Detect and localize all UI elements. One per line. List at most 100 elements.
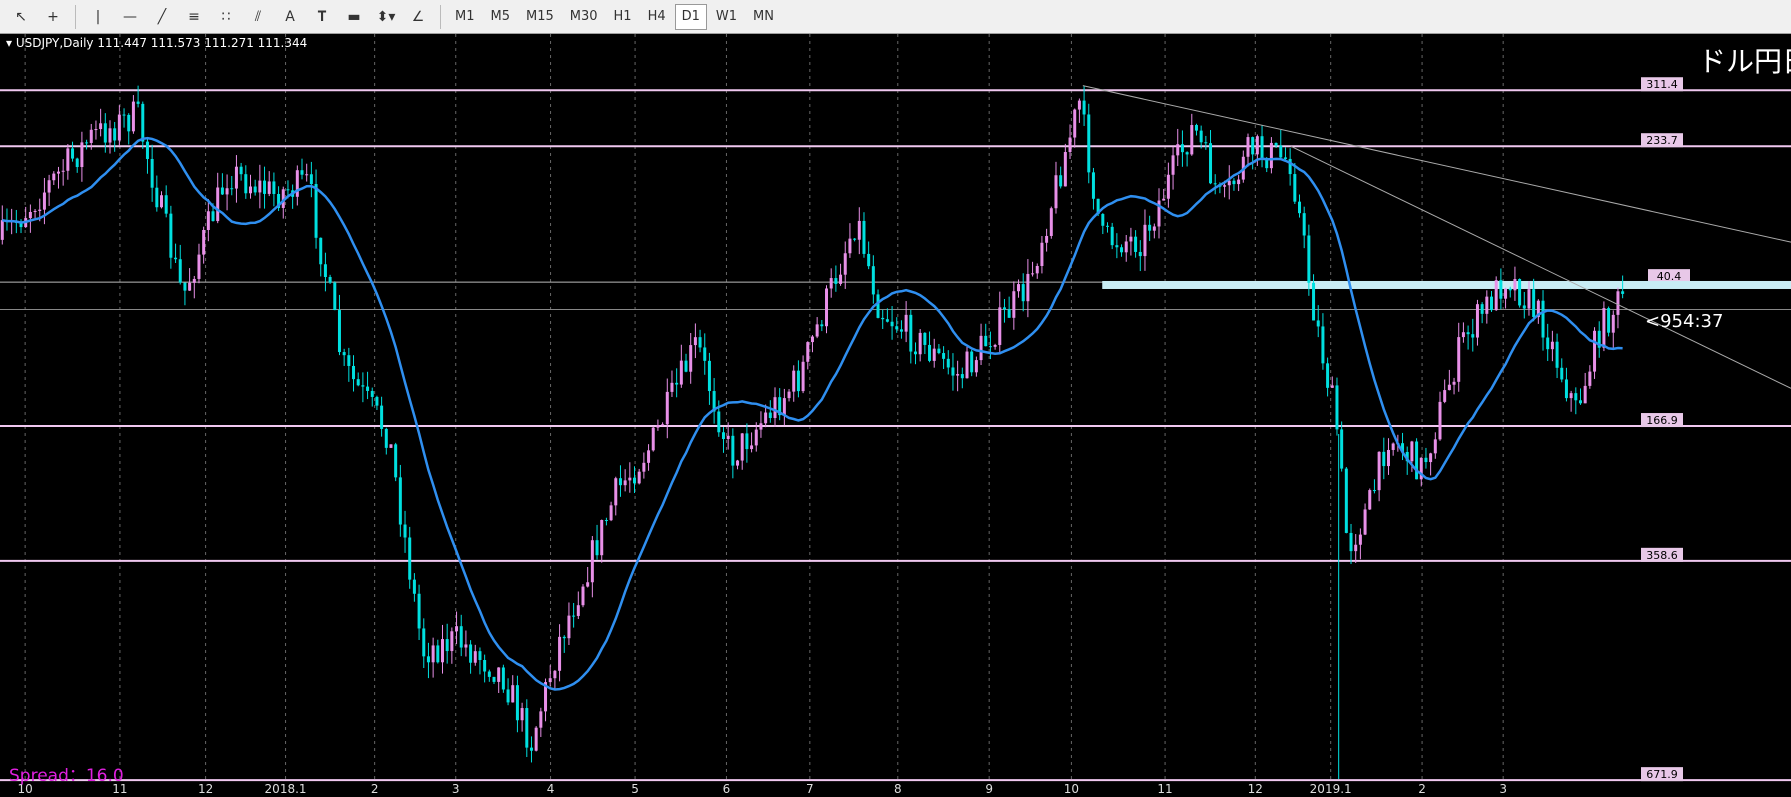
fibo-tool[interactable]: ∷ (221, 8, 231, 25)
channel-tool[interactable]: ≡ (188, 8, 200, 25)
candle-body (693, 337, 697, 346)
candle-body (1312, 282, 1316, 321)
candle-body (534, 727, 538, 751)
candle-body (487, 671, 491, 677)
candle-body (1354, 544, 1358, 552)
timeframe-button[interactable]: W1 (715, 9, 738, 24)
moving-average (2, 136, 1623, 691)
candle-body (651, 427, 655, 451)
candle-body (1578, 400, 1582, 404)
timeframe-button[interactable]: M1 (455, 9, 475, 24)
level-label: 40.4 (1657, 270, 1682, 283)
candle-body (736, 460, 740, 466)
candle-body (1115, 245, 1119, 248)
candle-body (839, 274, 843, 284)
candle-body (796, 370, 800, 392)
date-label: 2019.1 (1310, 782, 1352, 796)
candle-body (286, 189, 290, 191)
trendline-tool[interactable]: ╱ (157, 8, 167, 25)
candle-body (810, 336, 814, 343)
candle-body (721, 432, 725, 440)
text-tool[interactable]: A (285, 8, 295, 25)
chart-background (0, 34, 1791, 797)
candle-body (216, 187, 220, 222)
candle-body (1157, 200, 1161, 227)
candle-body (478, 651, 482, 660)
candle-body (754, 429, 758, 446)
candle-body (604, 520, 608, 522)
timeframe-button[interactable]: M5 (490, 9, 511, 24)
timeframe-button[interactable]: D1 (674, 3, 707, 30)
candle-body (1162, 198, 1166, 201)
candle-body (464, 644, 468, 648)
crosshair-tool[interactable]: + (47, 8, 59, 25)
candle-body (1143, 224, 1147, 257)
candle-body (1096, 198, 1100, 215)
candle-body (637, 471, 641, 484)
candle-body (337, 310, 341, 353)
timeframe-button[interactable]: H1 (613, 9, 632, 24)
candle-body (136, 101, 140, 104)
candle-body (1176, 144, 1180, 156)
fan-tool[interactable]: ⫽ (254, 8, 262, 25)
angle-tool[interactable]: ∠ (411, 8, 425, 25)
cursor-tool[interactable]: ↖ (15, 8, 27, 25)
candle-body (862, 220, 866, 254)
candle-body (225, 188, 229, 195)
candle-body (1129, 236, 1133, 242)
candle-body (305, 174, 309, 176)
candle-body (1560, 367, 1564, 380)
timeframe-button[interactable]: MN (753, 9, 774, 24)
vline-tool[interactable]: | (95, 8, 101, 25)
date-label: 12 (1248, 782, 1263, 796)
timeframe-button[interactable]: M30 (569, 9, 598, 24)
candle-body (1433, 439, 1437, 454)
candle-body (707, 360, 711, 392)
candle-body (1475, 304, 1479, 338)
trend-line (1082, 85, 1791, 243)
candle-body (825, 288, 829, 327)
candle-body (1569, 393, 1573, 399)
chart: 10 11 12 2018.1 2 3 4 5 6 7 8 9 10 11 12 2019.1 2 3 311.4 2… (0, 34, 1791, 797)
candle-body (562, 636, 566, 639)
candle-body (1321, 326, 1325, 364)
level-label: 166.9 (1646, 414, 1678, 427)
candle-body (28, 211, 32, 219)
candle-body (394, 444, 398, 478)
candle-body (1274, 142, 1278, 146)
label-tool[interactable]: 𝐓 (317, 8, 327, 25)
level-label-bg (1641, 767, 1683, 782)
candle-body (1452, 381, 1456, 385)
candle-body (998, 307, 1002, 345)
candle-body (1265, 157, 1269, 169)
candle-body (370, 390, 374, 397)
candle-body (1045, 235, 1049, 243)
arrow-tool[interactable]: ⬍▾ (376, 8, 396, 25)
candle-body (99, 123, 103, 130)
separator (440, 4, 441, 29)
candle-body (726, 435, 730, 440)
candle-body (52, 173, 56, 181)
candle-body (740, 433, 744, 461)
symbol: USDJPY,Daily (16, 36, 94, 50)
candle-body (909, 314, 913, 352)
candle-body (1199, 130, 1203, 143)
candle-body (1382, 451, 1386, 467)
countdown: <954:37 (1645, 311, 1723, 332)
candle-body (1410, 441, 1414, 462)
timeframe-button[interactable]: M15 (526, 9, 554, 24)
candle-body (1223, 185, 1227, 187)
candle-body (389, 444, 393, 448)
hline-tool[interactable]: — (123, 8, 137, 25)
date-label: 12 (198, 782, 213, 796)
candle-body (1190, 125, 1194, 155)
toolbar: ↖ + | — ╱ ≡ ∷ ⫽ A 𝐓 ▬ ⬍▾ ∠ M1 M5 M15 M30 H1 H… (0, 0, 1791, 34)
candle-body (703, 347, 707, 361)
candle-body (1386, 449, 1390, 467)
shape-tool[interactable]: ▬ (347, 8, 361, 25)
candle-body (1499, 280, 1503, 299)
candle-body (450, 631, 454, 652)
timeframe-button[interactable]: H4 (647, 9, 666, 24)
candle-body (103, 123, 107, 143)
candle-body (1429, 453, 1433, 463)
